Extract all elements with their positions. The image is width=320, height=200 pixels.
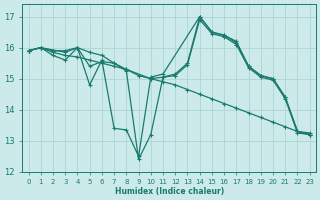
X-axis label: Humidex (Indice chaleur): Humidex (Indice chaleur)	[115, 187, 224, 196]
